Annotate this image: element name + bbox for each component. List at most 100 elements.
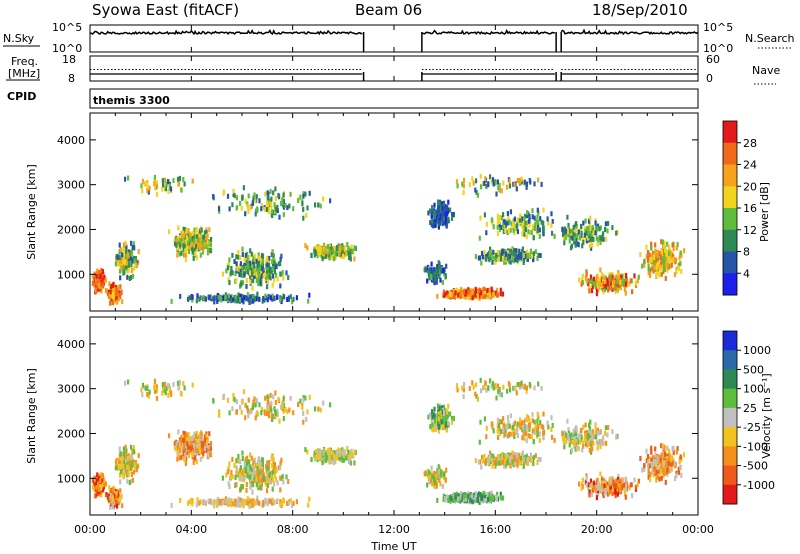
velocity-point	[249, 477, 252, 483]
power-point	[562, 235, 565, 241]
power-point	[578, 277, 581, 283]
power-point	[199, 236, 203, 242]
power-point	[576, 241, 580, 247]
power-point	[479, 215, 482, 221]
velocity-point	[195, 431, 198, 436]
power-point	[108, 281, 111, 287]
velocity-point	[195, 450, 198, 456]
power-point	[634, 280, 638, 286]
power-point	[275, 272, 278, 278]
velocity-point	[239, 501, 242, 507]
velocity-point	[284, 406, 287, 412]
power-point	[641, 263, 644, 269]
power-point	[202, 244, 205, 250]
power-point	[137, 249, 140, 255]
power-point	[581, 280, 584, 286]
power-point	[444, 273, 447, 279]
power-point	[666, 262, 669, 268]
power-point	[537, 252, 540, 258]
power-point	[271, 293, 274, 299]
power-point	[617, 269, 620, 275]
power-point	[656, 255, 659, 261]
power-point	[525, 234, 528, 240]
power-point	[584, 229, 587, 234]
power-point	[329, 198, 332, 204]
power-point	[528, 222, 531, 228]
velocity-point	[318, 454, 322, 460]
power-point	[125, 249, 128, 254]
velocity-point	[349, 452, 353, 458]
velocity-point	[196, 438, 199, 444]
power-point	[573, 227, 576, 233]
power-point	[474, 187, 477, 193]
power-point	[483, 181, 486, 186]
velocity-point	[276, 412, 279, 418]
velocity-point	[240, 409, 243, 415]
velocity-point	[227, 481, 230, 487]
velocity-point	[242, 503, 245, 509]
velocity-point	[260, 407, 263, 413]
power-point	[207, 294, 210, 300]
power-point	[178, 251, 181, 257]
power-point	[249, 273, 252, 279]
power-point	[655, 265, 658, 271]
power-point	[637, 274, 640, 280]
power-point	[194, 243, 198, 249]
power-point	[273, 202, 276, 208]
power-point	[431, 210, 434, 216]
power-point	[676, 242, 679, 248]
power-point	[94, 273, 97, 279]
power-point	[662, 243, 665, 249]
power-point	[542, 231, 545, 237]
power-point	[235, 261, 238, 267]
velocity-point	[194, 447, 198, 453]
power-point	[175, 242, 178, 248]
velocity-point	[101, 473, 104, 479]
velocity-point	[187, 444, 190, 450]
velocity-point	[302, 419, 305, 425]
velocity-point	[128, 480, 131, 485]
power-point	[175, 237, 178, 243]
power-point	[279, 256, 282, 262]
velocity-point	[234, 498, 237, 504]
power-point	[233, 193, 236, 199]
yaxis-tick-label: 3000	[57, 179, 85, 192]
power-point	[95, 274, 98, 279]
power-point	[604, 283, 607, 289]
power-point	[596, 226, 599, 232]
velocity-point	[199, 456, 202, 462]
velocity-point	[239, 486, 242, 492]
power-point	[282, 212, 285, 218]
power-point	[567, 232, 570, 238]
power-point	[241, 273, 244, 279]
power-point	[235, 298, 239, 304]
velocity-point	[262, 499, 265, 505]
velocity-point	[112, 495, 115, 501]
velocity-point	[205, 448, 208, 454]
velocity-point	[216, 503, 219, 508]
velocity-point	[111, 498, 114, 504]
velocity-point	[97, 482, 100, 488]
power-point	[249, 248, 252, 254]
power-point	[504, 248, 507, 254]
power-point	[195, 255, 198, 261]
velocity-point	[245, 487, 248, 493]
nsearch-label: N.Search	[745, 32, 795, 45]
power-point	[252, 298, 255, 304]
power-point	[428, 268, 431, 274]
power-point	[568, 238, 571, 244]
power-point	[581, 273, 584, 279]
power-point	[245, 278, 248, 283]
power-point	[248, 270, 252, 276]
power-point	[281, 296, 284, 302]
power-point	[498, 222, 501, 228]
power-point	[664, 262, 667, 268]
power-point	[500, 252, 503, 258]
power-point	[263, 206, 266, 212]
velocity-point	[286, 501, 289, 506]
velocity-point	[272, 457, 275, 463]
velocity-point	[450, 419, 454, 425]
velocity-point	[247, 397, 250, 403]
velocity-point	[276, 480, 279, 486]
power-point	[620, 280, 623, 286]
